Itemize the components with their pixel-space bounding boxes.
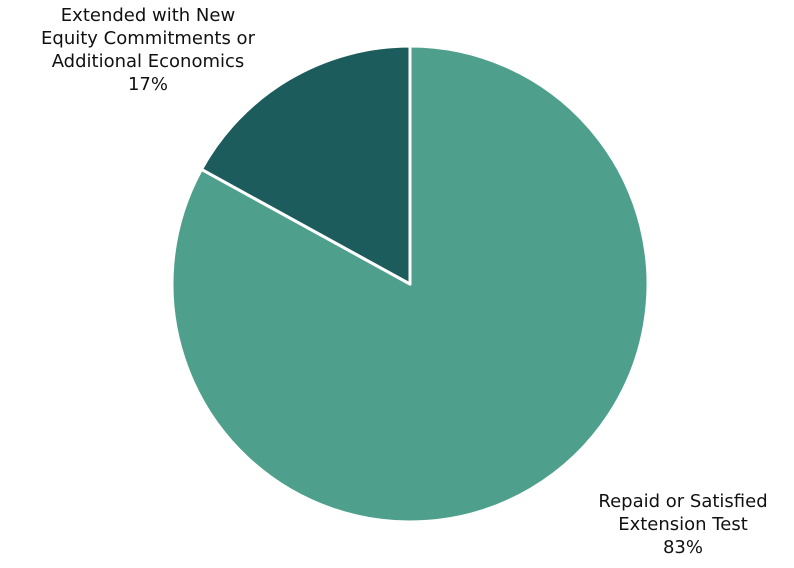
slice-label-extended-line-2: Equity Commitments or [41,28,255,49]
slice-label-extended-line-3: Additional Economics [51,51,245,72]
slice-extended [199,44,412,286]
slice-label-repaid-pct: 83% [662,537,703,558]
slice-label-repaid-line-1: Repaid or Satisfied [598,491,768,512]
slice-label-extended-line-1: Extended with New [60,5,236,26]
slice-label-repaid: Repaid or Satisfied Extension Test 83% [572,490,794,559]
slice-label-repaid-line-2: Extension Test [618,514,748,535]
slice-label-extended-pct: 17% [127,74,168,95]
slice-label-extended: Extended with New Equity Commitments or … [8,4,288,96]
